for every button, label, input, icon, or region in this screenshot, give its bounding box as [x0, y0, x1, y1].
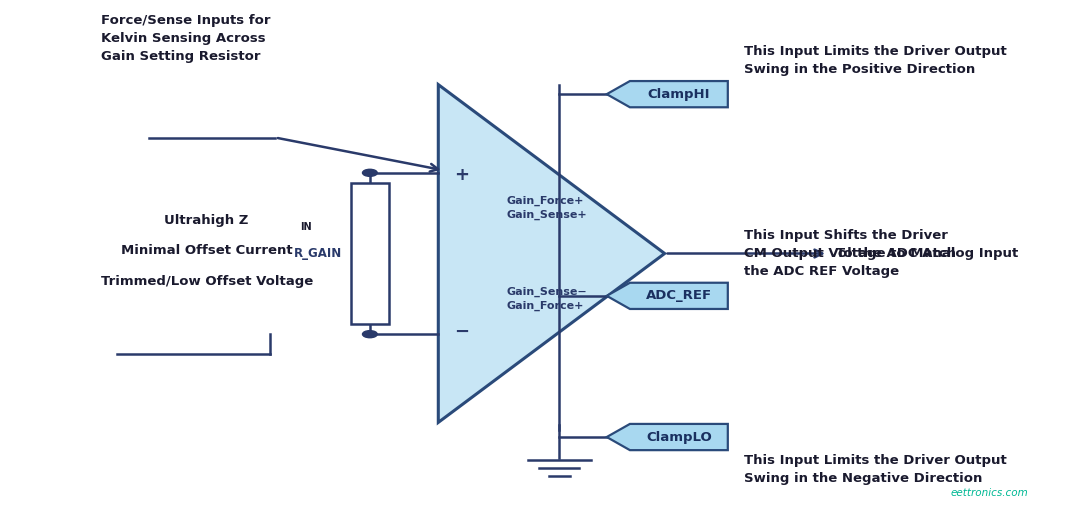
Circle shape [363, 331, 378, 338]
Text: This Input Limits the Driver Output
Swing in the Positive Direction: This Input Limits the Driver Output Swin… [744, 45, 1006, 76]
Text: Minimal Offset Current: Minimal Offset Current [121, 244, 293, 258]
Text: Gain_Sense−
Gain_Force+: Gain_Sense− Gain_Force+ [506, 287, 588, 311]
Polygon shape [606, 283, 727, 309]
Polygon shape [606, 424, 727, 450]
Text: Force/Sense Inputs for
Kelvin Sensing Across
Gain Setting Resistor: Force/Sense Inputs for Kelvin Sensing Ac… [102, 14, 270, 63]
Text: To the ADC Analog Input: To the ADC Analog Input [836, 247, 1018, 260]
Text: R_GAIN: R_GAIN [294, 247, 342, 260]
Text: IN: IN [300, 222, 312, 232]
Text: +: + [454, 166, 469, 185]
Text: This Input Shifts the Driver
CM Output Voltage to Match
the ADC REF Voltage: This Input Shifts the Driver CM Output V… [744, 229, 956, 278]
Polygon shape [606, 81, 727, 107]
Text: −: − [454, 322, 469, 341]
Bar [351, 183, 388, 324]
Text: This Input Limits the Driver Output
Swing in the Negative Direction: This Input Limits the Driver Output Swin… [744, 454, 1006, 485]
Text: ADC_REF: ADC_REF [646, 289, 711, 302]
Text: Gain_Force+
Gain_Sense+: Gain_Force+ Gain_Sense+ [506, 196, 587, 220]
Text: eettronics.com: eettronics.com [950, 488, 1028, 498]
Polygon shape [438, 85, 664, 422]
Text: ClampHI: ClampHI [648, 88, 710, 101]
Text: Trimmed/Low Offset Voltage: Trimmed/Low Offset Voltage [101, 275, 313, 288]
Text: ClampLO: ClampLO [646, 430, 711, 444]
Text: Ultrahigh Z: Ultrahigh Z [164, 214, 249, 227]
Circle shape [363, 169, 378, 176]
